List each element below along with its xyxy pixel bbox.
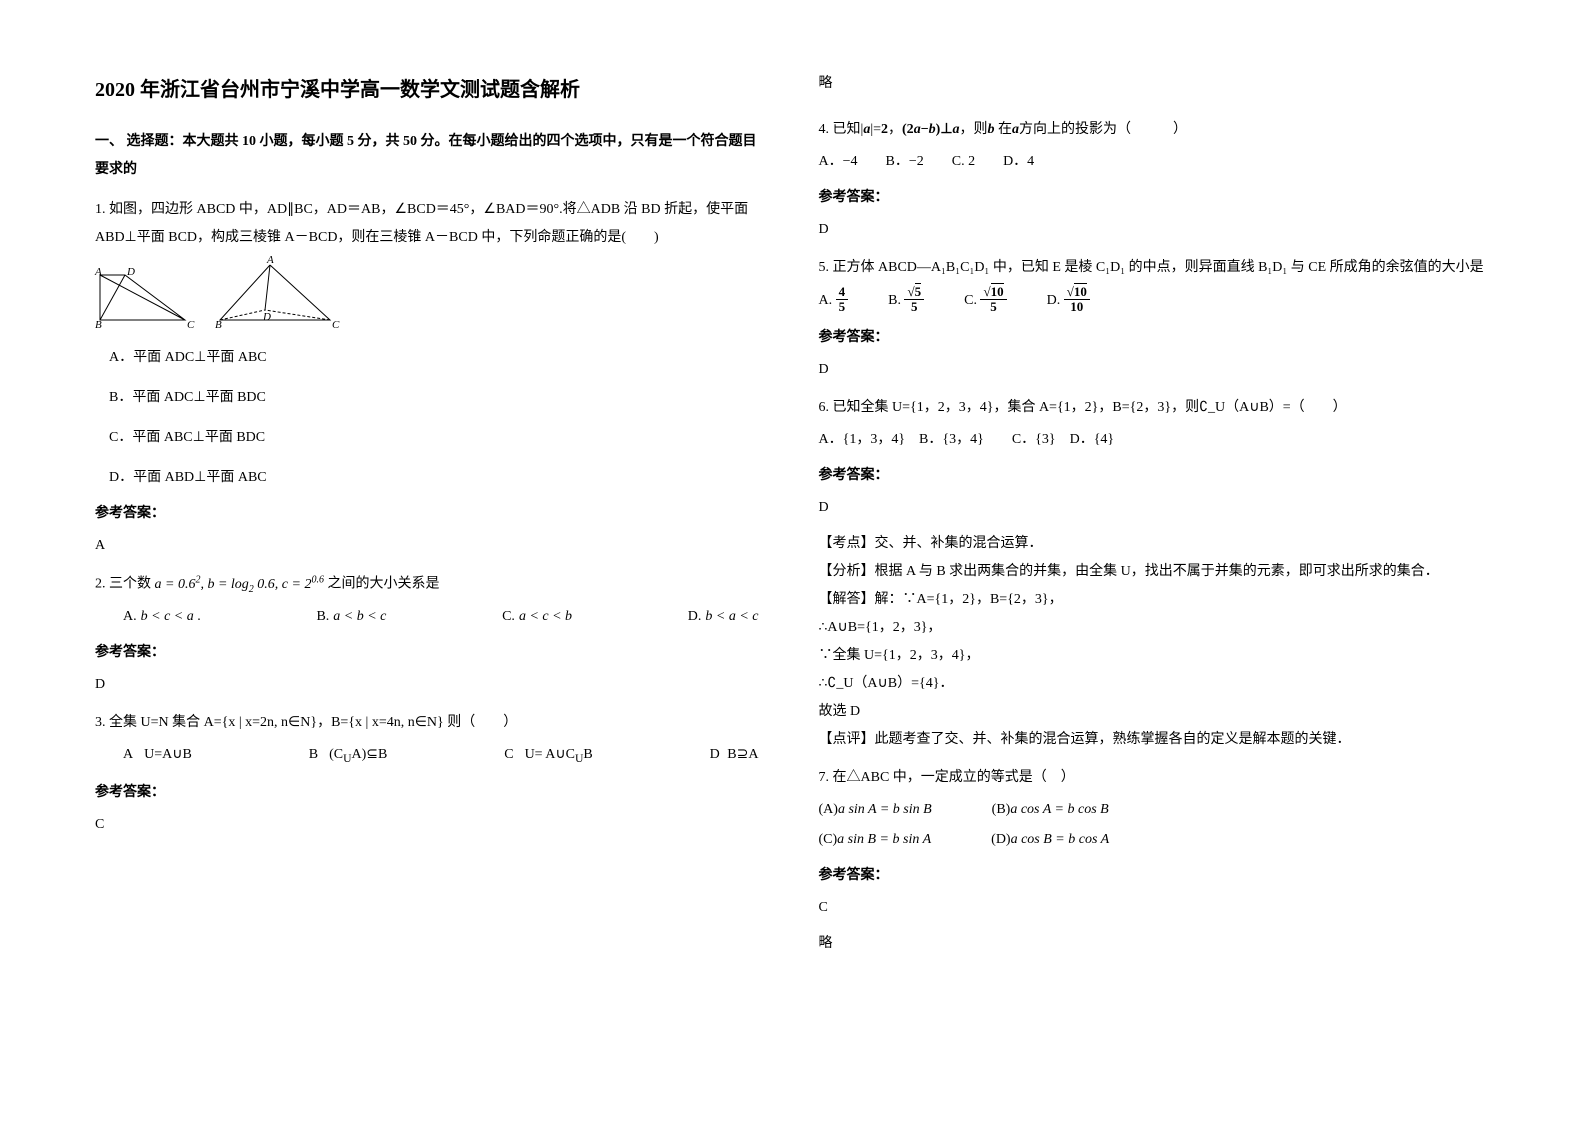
q6-answer: D <box>819 494 1493 522</box>
q2-opt-c: C.a < c < b <box>502 603 572 631</box>
q2-opt-d: D.b < a < c <box>688 603 759 631</box>
question-2: 2. 三个数 a = 0.62, b = log2 0.6, c = 20.6 … <box>95 570 769 599</box>
q2-ref-label: 参考答案： <box>95 639 769 667</box>
q1-figure-2: A B D C <box>215 260 335 330</box>
q1-figure-1: A D B C <box>95 265 195 330</box>
q2-opt-a: A.b < c < a . <box>123 603 201 631</box>
q1-figures: A D B C A B D C <box>95 260 769 330</box>
q1-opt-a: A．平面 ADC⊥平面 ABC <box>95 344 769 372</box>
q5-ref-label: 参考答案： <box>819 324 1493 352</box>
q3-opt-b: B (CUA)⊆B <box>309 741 388 770</box>
q3-options: A U=A∪B B (CUA)⊆B C U= A∪CUB D B⊇A <box>95 741 769 770</box>
question-1: 1. 如图，四边形 ABCD 中，AD∥BC，AD＝AB，∠BCD＝45°，∠B… <box>95 196 769 252</box>
q7-opt-d: (D)a cos B = b cos A <box>991 826 1109 854</box>
q6-dianping: 【点评】此题考查了交、并、补集的混合运算，熟练掌握各自的定义是解本题的关键． <box>819 726 1493 754</box>
q3-opt-c: C U= A∪CUB <box>504 741 593 770</box>
svg-text:C: C <box>187 319 195 331</box>
question-7: 7. 在△ABC 中，一定成立的等式是（ ） <box>819 764 1493 792</box>
svg-text:D: D <box>126 266 135 278</box>
page-title: 2020 年浙江省台州市宁溪中学高一数学文测试题含解析 <box>95 70 769 110</box>
q7-row1: (A)a sin A = b sin B (B)a cos A = b cos … <box>819 796 1493 824</box>
q3-opt-a: A U=A∪B <box>123 741 192 770</box>
q6-step2: ∵全集 U={1，2，3，4}， <box>819 642 1493 670</box>
question-6: 6. 已知全集 U={1，2，3，4}，集合 A={1，2}，B={2，3}，则… <box>819 394 1493 422</box>
q2-lead: 2. 三个数 <box>95 577 151 592</box>
q6-step3: ∴∁_U（A∪B）={4}． <box>819 670 1493 698</box>
q6-fenxi: 【分析】根据 A 与 B 求出两集合的并集，由全集 U，找出不属于并集的元素，即… <box>819 558 1493 586</box>
right-column: 略 4. 已知|a|=2，(2a−b)⊥a，则b 在a方向上的投影为（ ） A．… <box>819 70 1493 1052</box>
q6-jieda: 【解答】解：∵A={1，2}，B={2，3}， <box>819 586 1493 614</box>
left-column: 2020 年浙江省台州市宁溪中学高一数学文测试题含解析 一、 选择题：本大题共 … <box>95 70 769 1052</box>
section-1-heading: 一、 选择题：本大题共 10 小题，每小题 5 分，共 50 分。在每小题给出的… <box>95 128 769 184</box>
page-container: 2020 年浙江省台州市宁溪中学高一数学文测试题含解析 一、 选择题：本大题共 … <box>95 70 1492 1052</box>
svg-text:D: D <box>262 311 271 323</box>
q7-opt-a: (A)a sin A = b sin B <box>819 796 932 824</box>
q4-options: A．−4 B．−2 C. 2 D．4 <box>819 148 1493 176</box>
q5-options: A. 45 B. √55 C. √105 D. √1010 <box>819 286 1493 316</box>
svg-text:A: A <box>94 266 102 278</box>
q3-answer: C <box>95 811 769 839</box>
question-4: 4. 已知|a|=2，(2a−b)⊥a，则b 在a方向上的投影为（ ） <box>819 116 1493 144</box>
q2-options: A.b < c < a . B.a < b < c C.a < c < b D.… <box>95 603 769 631</box>
q6-step1: ∴A∪B={1，2，3}， <box>819 614 1493 642</box>
q3-ref-label: 参考答案： <box>95 779 769 807</box>
q1-opt-d: D．平面 ABD⊥平面 ABC <box>95 464 769 492</box>
q7-answer: C <box>819 894 1493 922</box>
q7-ref-label: 参考答案： <box>819 862 1493 890</box>
svg-text:A: A <box>266 254 274 266</box>
q1-ref-label: 参考答案： <box>95 500 769 528</box>
q1-opt-c: C．平面 ABC⊥平面 BDC <box>95 424 769 452</box>
q5-opt-a: A. 45 <box>819 286 849 316</box>
q2-expr: a = 0.62, b = log2 0.6, c = 20.6 <box>155 577 324 592</box>
svg-text:B: B <box>95 319 102 331</box>
q6-step4: 故选 D <box>819 698 1493 726</box>
q2-answer: D <box>95 671 769 699</box>
q7-brief: 略 <box>819 930 1493 958</box>
question-5: 5. 正方体 ABCD—A₁B₁C₁D₁ 中，已知 E 是棱 C₁D₁ 的中点，… <box>819 254 1493 282</box>
question-3: 3. 全集 U=N 集合 A={x | x=2n, n∈N}，B={x | x=… <box>95 709 769 737</box>
q1-opt-b: B．平面 ADC⊥平面 BDC <box>95 384 769 412</box>
q7-opt-c: (C)a sin B = b sin A <box>819 826 932 854</box>
q6-options: A．{1，3，4} B．{3，4} C．{3} D．{4} <box>819 426 1493 454</box>
svg-text:C: C <box>332 319 340 331</box>
q4-answer: D <box>819 216 1493 244</box>
q7-row2: (C)a sin B = b sin A (D)a cos B = b cos … <box>819 826 1493 854</box>
svg-text:B: B <box>215 319 222 331</box>
q5-opt-b: B. √55 <box>888 286 924 316</box>
q3-brief: 略 <box>819 70 1493 98</box>
q2-tail: 之间的大小关系是 <box>327 577 439 592</box>
q6-ref-label: 参考答案： <box>819 462 1493 490</box>
q3-opt-d: D B⊇A <box>710 741 759 770</box>
q2-opt-b: B.a < b < c <box>316 603 386 631</box>
q7-opt-b: (B)a cos A = b cos B <box>992 796 1109 824</box>
q5-answer: D <box>819 356 1493 384</box>
q1-options: A．平面 ADC⊥平面 ABC B．平面 ADC⊥平面 BDC C．平面 ABC… <box>95 344 769 492</box>
q6-kaodian: 【考点】交、并、补集的混合运算． <box>819 530 1493 558</box>
q1-answer: A <box>95 532 769 560</box>
q5-opt-c: C. √105 <box>964 286 1006 316</box>
q4-ref-label: 参考答案： <box>819 184 1493 212</box>
q5-opt-d: D. √1010 <box>1047 286 1090 316</box>
